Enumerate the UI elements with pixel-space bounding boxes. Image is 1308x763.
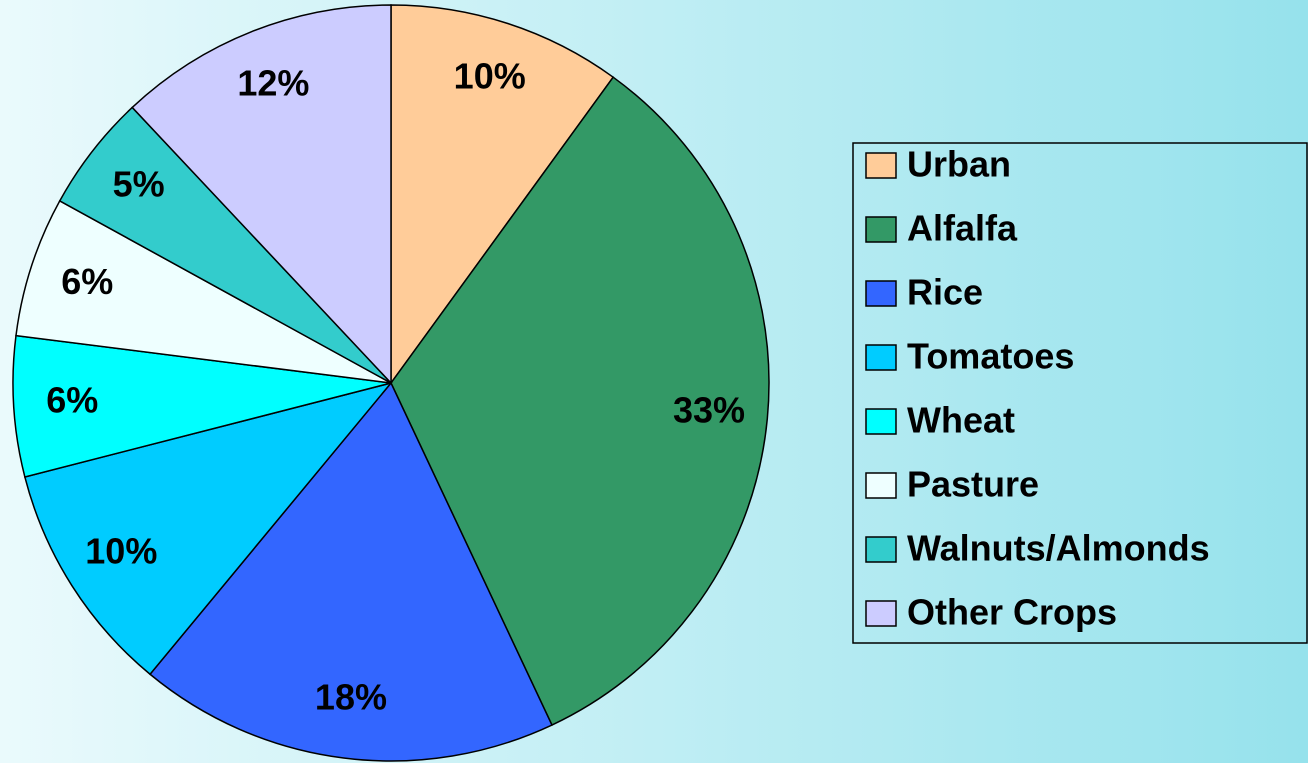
legend-label: Tomatoes: [907, 336, 1074, 377]
legend-swatch: [865, 344, 897, 371]
pie-slice: [12, 334, 392, 478]
data-label: 10%: [454, 56, 526, 97]
data-label: 18%: [315, 676, 387, 717]
data-label: 5%: [113, 164, 165, 205]
pie-slice: [390, 76, 770, 727]
legend-label: Wheat: [907, 400, 1015, 441]
pie-slice: [23, 381, 394, 676]
data-label: 33%: [673, 390, 745, 431]
legend-swatch: [865, 216, 897, 243]
legend-swatch: [865, 472, 897, 499]
legend-label: Rice: [907, 272, 983, 313]
pie-slice: [148, 381, 553, 762]
legend-swatch: [865, 152, 897, 179]
legend-swatch: [865, 408, 897, 435]
legend-label: Urban: [907, 144, 1011, 185]
legend-swatch: [865, 280, 897, 307]
legend-label: Pasture: [907, 464, 1039, 505]
data-label: 6%: [46, 380, 98, 421]
pie-slice: [390, 4, 615, 386]
data-label: 6%: [61, 261, 113, 302]
pie-slice: [15, 199, 392, 384]
data-label: 10%: [85, 531, 157, 572]
legend-label: Alfalfa: [907, 208, 1018, 249]
legend-box: [852, 142, 1308, 644]
legend-label: Other Crops: [907, 592, 1117, 633]
legend-swatch: [865, 536, 897, 563]
legend-swatch: [865, 600, 897, 627]
legend-label: Walnuts/Almonds: [907, 528, 1210, 569]
pie-slice: [131, 4, 392, 385]
data-label: 12%: [237, 63, 309, 104]
